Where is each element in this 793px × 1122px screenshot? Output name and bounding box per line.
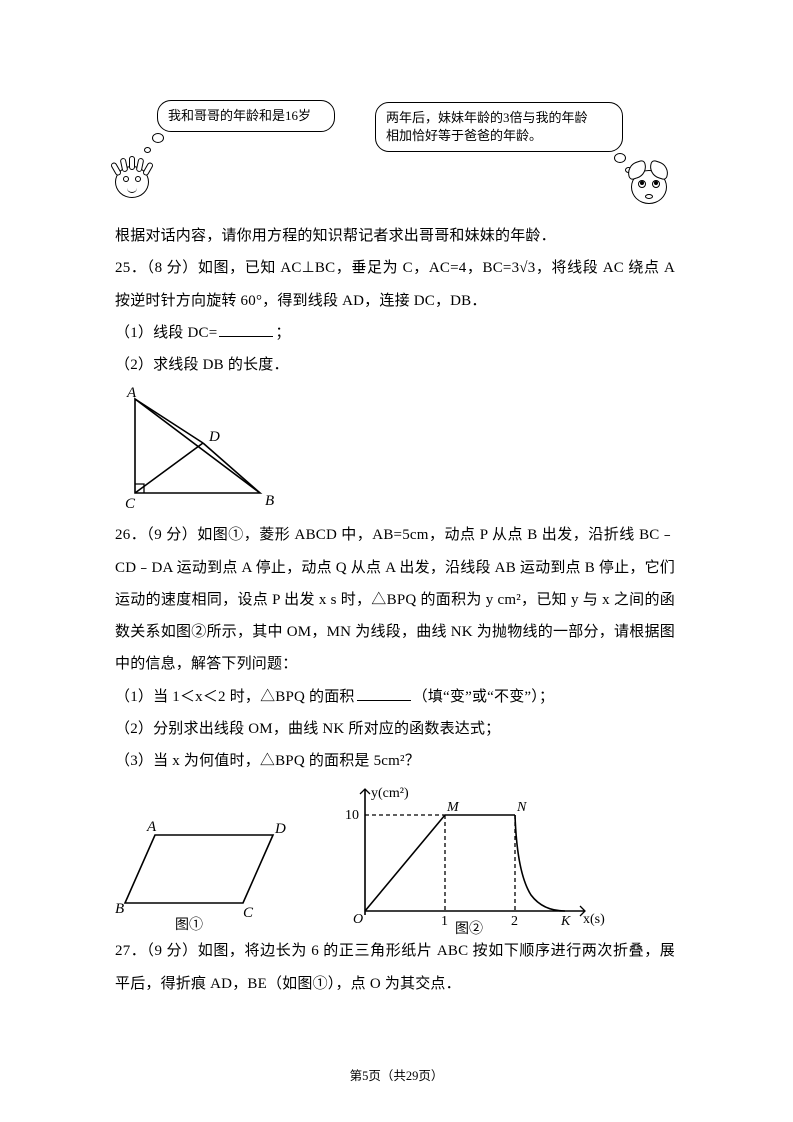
- q27-head: 27．（9 分）如图，将边长为 6 的正三角形纸片 ABC 按如下顺序进行两次折…: [115, 935, 675, 1000]
- f2-10: 10: [345, 808, 359, 823]
- q24-tail: 根据对话内容，请你用方程的知识帮记者求出哥哥和妹妹的年龄．: [115, 220, 675, 252]
- lbl-A: A: [126, 385, 137, 401]
- f1-C: C: [243, 905, 254, 921]
- q25-sub1: （1）线段 DC= ；: [115, 317, 675, 349]
- q25-figure: A C B D: [115, 385, 675, 513]
- face-left: [107, 158, 157, 206]
- dialog-illustration: 我和哥哥的年龄和是16岁 两年后，妹妹年龄的3倍与我的年龄 相加恰好等于爸爸的年…: [115, 100, 675, 210]
- face-right: [625, 160, 675, 210]
- blank-dc[interactable]: [219, 322, 273, 337]
- f2-M: M: [446, 800, 460, 815]
- blank-change[interactable]: [357, 686, 411, 701]
- page-footer: 第5页（共29页）: [0, 1065, 793, 1084]
- q25-sub1-suffix: ；: [275, 325, 290, 341]
- q26-sub3: （3）当 x 为何值时，△BPQ 的面积是 5cm²？: [115, 745, 675, 777]
- speech-bubble-right: 两年后，妹妹年龄的3倍与我的年龄 相加恰好等于爸爸的年龄。: [375, 102, 623, 152]
- f2-2: 2: [511, 914, 518, 929]
- q25-sub1-prefix: （1）线段 DC=: [115, 325, 217, 341]
- f1-B: B: [115, 901, 124, 917]
- f2-ylab: y(cm²): [371, 786, 409, 801]
- q26-head: 26．（9 分）如图①，菱形 ABCD 中，AB=5cm，动点 P 从点 B 出…: [115, 519, 675, 680]
- f1-D: D: [274, 821, 286, 837]
- footer-total: 29: [406, 1069, 419, 1083]
- q26-sub1: （1）当 1＜x＜2 时，△BPQ 的面积 （填“变”或“不变”）；: [115, 681, 675, 713]
- bubble-left-text: 我和哥哥的年龄和是16岁: [168, 108, 311, 123]
- f2-N: N: [516, 800, 527, 815]
- f2-xlab: x(s): [583, 912, 605, 927]
- page-content: 我和哥哥的年龄和是16岁 两年后，妹妹年龄的3倍与我的年龄 相加恰好等于爸爸的年…: [115, 0, 675, 1000]
- q26-sub1-suffix: （填“变”或“不变”）；: [413, 689, 555, 705]
- f2-O: O: [353, 912, 363, 927]
- bubble-right-line2: 相加恰好等于爸爸的年龄。: [386, 128, 542, 143]
- f1-A: A: [146, 819, 157, 835]
- footer-suffix: 页）: [418, 1069, 443, 1083]
- q26-sub2: （2）分别求出线段 OM，曲线 NK 所对应的函数表达式；: [115, 713, 675, 745]
- q26-sub1-prefix: （1）当 1＜x＜2 时，△BPQ 的面积: [115, 689, 355, 705]
- lbl-B: B: [265, 493, 274, 509]
- q25-head: 25．（8 分）如图，已知 AC⊥BC，垂足为 C，AC=4，BC=3√3，将线…: [115, 252, 675, 317]
- f2-1: 1: [441, 914, 448, 929]
- footer-mid: 页（共: [368, 1069, 406, 1083]
- f2-cap: 图②: [455, 921, 483, 935]
- q26-figures: A D B C 图①: [115, 783, 675, 935]
- lbl-C: C: [125, 496, 136, 512]
- speech-bubble-left: 我和哥哥的年龄和是16岁: [157, 100, 335, 132]
- f1-cap: 图①: [175, 917, 203, 933]
- q25-sub2: （2）求线段 DB 的长度．: [115, 349, 675, 381]
- q26-fig1: A D B C 图①: [115, 815, 295, 935]
- bubble-right-line1: 两年后，妹妹年龄的3倍与我的年龄: [386, 110, 588, 125]
- q26-fig2: y(cm²) x(s) O 10 M N K 1 2 图②: [335, 783, 605, 935]
- lbl-D: D: [208, 429, 220, 445]
- f2-K: K: [560, 914, 571, 929]
- footer-prefix: 第: [350, 1069, 363, 1083]
